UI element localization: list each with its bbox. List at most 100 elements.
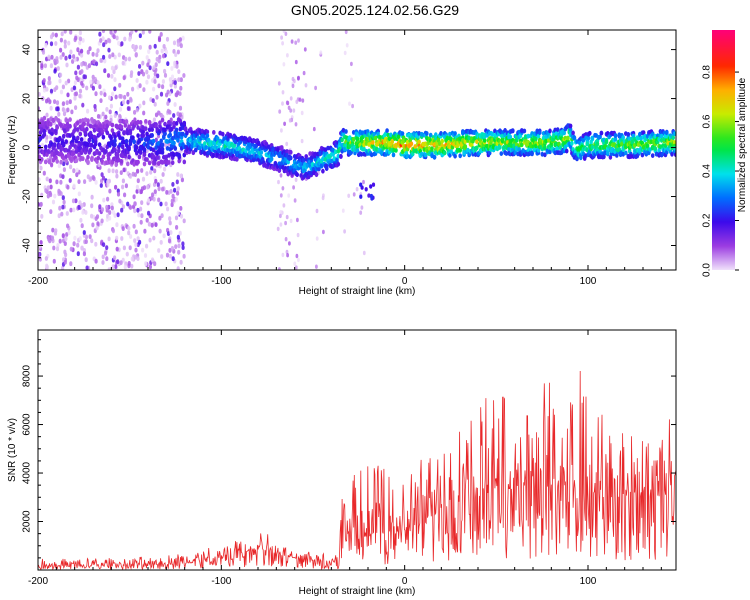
heatmap-cell <box>331 151 336 157</box>
heatmap-cell <box>282 30 286 34</box>
heatmap-cell <box>59 37 64 43</box>
heatmap-cell <box>55 159 59 164</box>
heatmap-cell <box>142 147 147 153</box>
heatmap-cell <box>59 179 63 185</box>
heatmap-cell <box>90 194 94 200</box>
heatmap-cell <box>106 196 110 202</box>
y-axis-label: SNR (10 * v/v) <box>7 418 18 482</box>
heatmap-cell <box>203 141 207 146</box>
heatmap-cell <box>179 43 183 49</box>
heatmap-cell <box>43 159 48 165</box>
heatmap-cell <box>86 108 90 114</box>
heatmap-cell <box>132 139 136 145</box>
heatmap-cell <box>138 103 142 109</box>
heatmap-cell <box>154 62 158 68</box>
heatmap-cell <box>351 103 354 109</box>
heatmap-cell <box>645 143 650 149</box>
heatmap-cell <box>162 233 166 239</box>
heatmap-cell <box>344 129 348 134</box>
heatmap-cell <box>359 194 363 199</box>
heatmap-cell <box>153 71 157 77</box>
heatmap-cell <box>141 71 146 77</box>
heatmap-cell <box>409 141 414 147</box>
heatmap-cell <box>286 53 289 58</box>
heatmap-cell <box>80 81 84 86</box>
heatmap-cell <box>63 241 67 247</box>
heatmap-cell <box>522 128 527 134</box>
heatmap-cell <box>46 185 51 191</box>
heatmap-cell <box>344 30 348 35</box>
heatmap-cell <box>136 125 140 130</box>
heatmap-cell <box>182 73 186 78</box>
heatmap-cell <box>38 144 42 150</box>
heatmap-cell <box>71 59 75 64</box>
heatmap-cell <box>336 153 341 159</box>
heatmap-cell <box>191 150 196 155</box>
heatmap-cell <box>152 235 156 241</box>
heatmap-cell <box>167 160 171 165</box>
heatmap-cell <box>91 175 95 180</box>
heatmap-cell <box>304 154 309 159</box>
heatmap-cell <box>590 144 595 150</box>
heatmap-cell <box>40 143 45 148</box>
heatmap-cell <box>124 138 129 144</box>
heatmap-cell <box>85 126 89 132</box>
heatmap-cell <box>91 74 95 80</box>
heatmap-cell <box>113 142 117 148</box>
heatmap-cell <box>138 64 142 69</box>
heatmap-cell <box>110 73 114 79</box>
heatmap-cell <box>63 30 67 34</box>
heatmap-cell <box>108 215 112 221</box>
heatmap-cell <box>148 65 152 71</box>
heatmap-cell <box>400 131 405 137</box>
heatmap-cell <box>151 98 155 103</box>
heatmap-cell <box>77 179 81 185</box>
heatmap-cell <box>205 129 210 135</box>
heatmap-cell <box>177 77 181 82</box>
heatmap-cell <box>326 145 330 151</box>
heatmap-cell <box>178 230 182 236</box>
heatmap-cell <box>48 80 52 85</box>
heatmap-cell <box>131 86 135 92</box>
heatmap-cell <box>64 158 68 164</box>
heatmap-cell <box>81 156 85 162</box>
heatmap-cell <box>413 144 418 149</box>
colorbar-tick-label: 0.2 <box>702 213 713 227</box>
heatmap-cell <box>57 111 61 117</box>
heatmap-cell <box>134 30 138 33</box>
heatmap-cell <box>351 137 356 142</box>
heatmap-cell <box>264 141 269 147</box>
heatmap-cell <box>144 126 148 132</box>
heatmap-cell <box>83 136 87 142</box>
heatmap-cell <box>127 261 131 266</box>
heatmap-cell <box>165 252 170 258</box>
heatmap-cell <box>107 267 111 270</box>
heatmap-cell <box>136 236 140 242</box>
heatmap-cell <box>136 178 140 184</box>
heatmap-cell <box>88 46 92 51</box>
heatmap-cell <box>162 53 166 59</box>
heatmap-cell <box>153 79 157 84</box>
heatmap-cell <box>345 43 349 48</box>
heatmap-cell <box>107 236 111 242</box>
colorbar-tick-label: 0.8 <box>702 65 713 79</box>
heatmap-cell <box>108 54 112 59</box>
heatmap-cell <box>132 44 136 49</box>
heatmap-cell <box>151 147 156 153</box>
heatmap-cell <box>65 211 69 216</box>
heatmap-cell <box>174 52 178 57</box>
heatmap-cell <box>141 129 145 135</box>
heatmap-cell <box>86 49 90 55</box>
heatmap-cell <box>75 172 79 178</box>
heatmap-cell <box>72 241 76 247</box>
heatmap-cell <box>139 206 143 212</box>
heatmap-cell <box>62 199 66 205</box>
heatmap-cell <box>118 118 122 124</box>
heatmap-cell <box>39 201 43 207</box>
heatmap-cell <box>103 58 107 64</box>
heatmap-cell <box>55 59 59 64</box>
heatmap-cell <box>101 175 106 181</box>
heatmap-cell <box>127 226 131 231</box>
heatmap-cell <box>53 68 57 74</box>
heatmap-cell <box>425 131 429 136</box>
